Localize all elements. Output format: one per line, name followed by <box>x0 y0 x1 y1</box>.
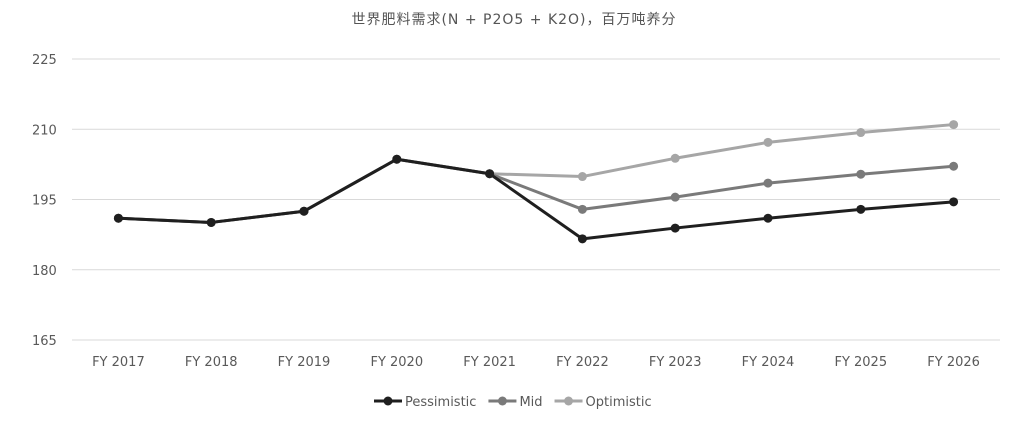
data-point <box>670 153 680 163</box>
data-point <box>763 213 773 223</box>
gridlines <box>72 58 1000 341</box>
legend-label: Mid <box>519 395 542 410</box>
data-point <box>949 197 959 207</box>
data-point <box>577 234 587 244</box>
y-axis-tick-labels: 165 180 195 210 225 <box>32 53 57 349</box>
x-tick-label: FY 2025 <box>834 355 887 370</box>
legend-label: Optimistic <box>586 395 652 410</box>
legend-item-pessimistic: Pessimistic <box>374 395 476 410</box>
legend: Pessimistic Mid Optimistic <box>374 395 652 410</box>
data-point <box>670 192 680 202</box>
data-point <box>206 217 216 227</box>
x-tick-label: FY 2021 <box>463 355 516 370</box>
x-tick-label: FY 2026 <box>927 355 980 370</box>
series-line <box>118 157 954 241</box>
x-tick-label: FY 2017 <box>92 355 145 370</box>
legend-item-optimistic: Optimistic <box>554 395 652 410</box>
y-tick-label: 180 <box>32 264 57 279</box>
y-tick-label: 195 <box>32 194 57 209</box>
data-point <box>856 204 866 214</box>
y-tick-label: 165 <box>32 334 57 349</box>
series-pessimistic <box>113 154 959 244</box>
x-tick-label: FY 2024 <box>742 355 795 370</box>
data-point <box>577 172 587 182</box>
data-point <box>949 120 959 130</box>
series-lines <box>113 120 959 244</box>
data-point <box>392 154 402 164</box>
chart-title: 世界肥料需求(N + P2O5 + K2O)，百万吨养分 <box>351 12 676 28</box>
legend-swatch-marker <box>497 396 507 406</box>
x-tick-label: FY 2023 <box>649 355 702 370</box>
data-point <box>299 206 309 216</box>
legend-label: Pessimistic <box>405 395 476 410</box>
data-point <box>485 169 495 179</box>
x-tick-label: FY 2019 <box>278 355 331 370</box>
data-point <box>763 137 773 147</box>
data-point <box>763 178 773 188</box>
y-tick-label: 225 <box>32 53 57 68</box>
data-point <box>113 213 123 223</box>
data-point <box>670 223 680 233</box>
x-tick-label: FY 2022 <box>556 355 609 370</box>
legend-swatch-marker <box>383 396 393 406</box>
data-point <box>949 161 959 171</box>
data-point <box>856 128 866 138</box>
x-axis-tick-labels: FY 2017 FY 2018 FY 2019 FY 2020 FY 2021 FY 20… <box>92 355 980 370</box>
legend-item-mid: Mid <box>488 395 543 410</box>
data-point <box>856 169 866 179</box>
series-mid <box>113 154 959 227</box>
data-point <box>577 204 587 214</box>
y-tick-label: 210 <box>32 123 57 138</box>
x-tick-label: FY 2018 <box>185 355 238 370</box>
x-tick-label: FY 2020 <box>370 355 423 370</box>
legend-swatch-marker <box>564 396 574 406</box>
